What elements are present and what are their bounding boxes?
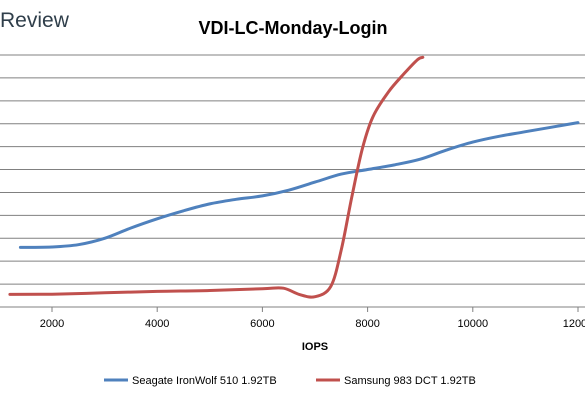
legend-entry-seagate: Seagate IronWolf 510 1.92TB <box>132 375 277 387</box>
x-tick-label: 4000 <box>145 318 169 330</box>
series-lines <box>8 55 580 299</box>
series-line-seagate-ironwolf-510 <box>18 121 580 249</box>
legend: Seagate IronWolf 510 1.92TB Samsung 983 D… <box>104 375 476 387</box>
chart-title: VDI-LC-Monday-Login <box>199 18 388 38</box>
x-tick-labels: 2000 4000 6000 8000 10000 12000 <box>40 307 585 330</box>
x-axis-label: IOPS <box>302 341 328 353</box>
legend-entry-samsung: Samsung 983 DCT 1.92TB <box>344 375 476 387</box>
x-tick-label: 12000 <box>563 318 585 330</box>
series-line-samsung-983-dct <box>8 55 425 299</box>
x-tick-label: 6000 <box>250 318 274 330</box>
x-tick-label: 10000 <box>458 318 489 330</box>
x-tick-label: 2000 <box>40 318 64 330</box>
gridlines <box>0 54 585 308</box>
brand-logo-text: Review <box>0 9 70 32</box>
x-tick-label: 8000 <box>355 318 379 330</box>
